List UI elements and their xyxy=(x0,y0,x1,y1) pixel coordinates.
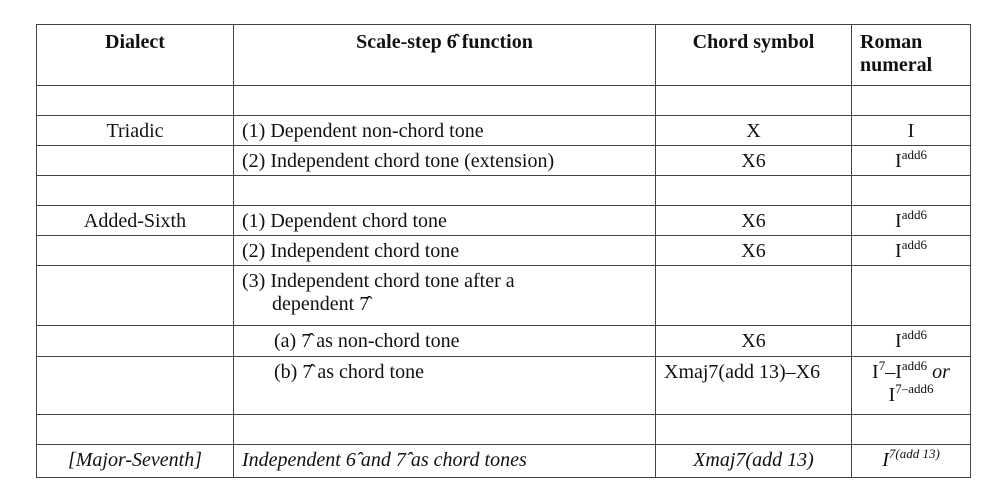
roman-sup: 7(add 13) xyxy=(888,446,940,461)
roman-sup: add6 xyxy=(901,237,927,252)
table-row: (3) Independent chord tone after a depend… xyxy=(36,265,971,326)
chord-cell: X6 xyxy=(655,325,852,357)
chord-cell: X6 xyxy=(655,205,852,236)
chord-cell: X xyxy=(655,115,852,146)
roman-sup: add6 xyxy=(901,147,927,162)
function-cell: (1) Dependent non-chord tone xyxy=(233,115,656,146)
roman-base: I xyxy=(895,210,902,232)
table-row: (2) Independent chord tone (extension) X… xyxy=(36,145,971,176)
function-cell: (b) 7̂ as chord tone xyxy=(233,356,656,415)
table-row: Added-Sixth (1) Dependent chord tone X6 … xyxy=(36,205,971,236)
roman-sup: add6 xyxy=(901,327,927,342)
dialect-table: Dialect Scale-step 6̂ function Chord sym… xyxy=(36,24,971,478)
dialect-cell: Triadic xyxy=(36,115,234,146)
chord-cell: X6 xyxy=(655,235,852,266)
roman-cell: Iadd6 xyxy=(851,235,971,266)
function-cell: Independent 6̂ and 7̂ as chord tones xyxy=(233,444,656,478)
roman-cell: Iadd6 xyxy=(851,325,971,357)
header-dialect: Dialect xyxy=(36,24,234,86)
function-line: (3) Independent chord tone after a xyxy=(242,270,515,292)
roman-base: I xyxy=(882,449,889,471)
roman-cell: I xyxy=(851,115,971,146)
table-row: (2) Independent chord tone X6 Iadd6 xyxy=(36,235,971,266)
chord-cell: X6 xyxy=(655,145,852,176)
function-cell: (3) Independent chord tone after a depend… xyxy=(233,265,656,326)
table-row: (a) 7̂ as non-chord tone X6 Iadd6 xyxy=(36,325,971,357)
dialect-cell: Added-Sixth xyxy=(36,205,234,236)
header-chord: Chord symbol xyxy=(655,24,852,86)
function-cell: (2) Independent chord tone xyxy=(233,235,656,266)
roman-cell: Iadd6 xyxy=(851,145,971,176)
function-cell: (2) Independent chord tone (extension) xyxy=(233,145,656,176)
roman-base: I xyxy=(895,150,902,172)
spacer-row xyxy=(36,414,971,445)
dialect-cell: [Major-Seventh] xyxy=(36,444,234,478)
chord-cell: Xmaj7(add 13) xyxy=(655,444,852,478)
spacer-row xyxy=(36,175,971,206)
header-roman: Roman numeral xyxy=(851,24,971,86)
roman-sup: add6 xyxy=(901,207,927,222)
function-cell: (1) Dependent chord tone xyxy=(233,205,656,236)
header-function: Scale-step 6̂ function xyxy=(233,24,656,86)
roman-base: I xyxy=(895,240,902,262)
roman-cell: I7(add 13) xyxy=(851,444,971,478)
function-cell: (a) 7̂ as non-chord tone xyxy=(233,325,656,357)
roman-cell: I7–Iadd6 or I7–add6 xyxy=(851,356,971,415)
chord-cell: Xmaj7(add 13)–X6 xyxy=(655,356,852,415)
function-line: dependent 7̂ xyxy=(272,293,370,315)
roman-cell: Iadd6 xyxy=(851,205,971,236)
header-row: Dialect Scale-step 6̂ function Chord sym… xyxy=(36,24,971,86)
table-row: (b) 7̂ as chord tone Xmaj7(add 13)–X6 I7… xyxy=(36,356,971,415)
roman-base: I xyxy=(895,330,902,352)
table-row: [Major-Seventh] Independent 6̂ and 7̂ as… xyxy=(36,444,971,478)
spacer-row xyxy=(36,85,971,116)
table-row: Triadic (1) Dependent non-chord tone X I xyxy=(36,115,971,146)
